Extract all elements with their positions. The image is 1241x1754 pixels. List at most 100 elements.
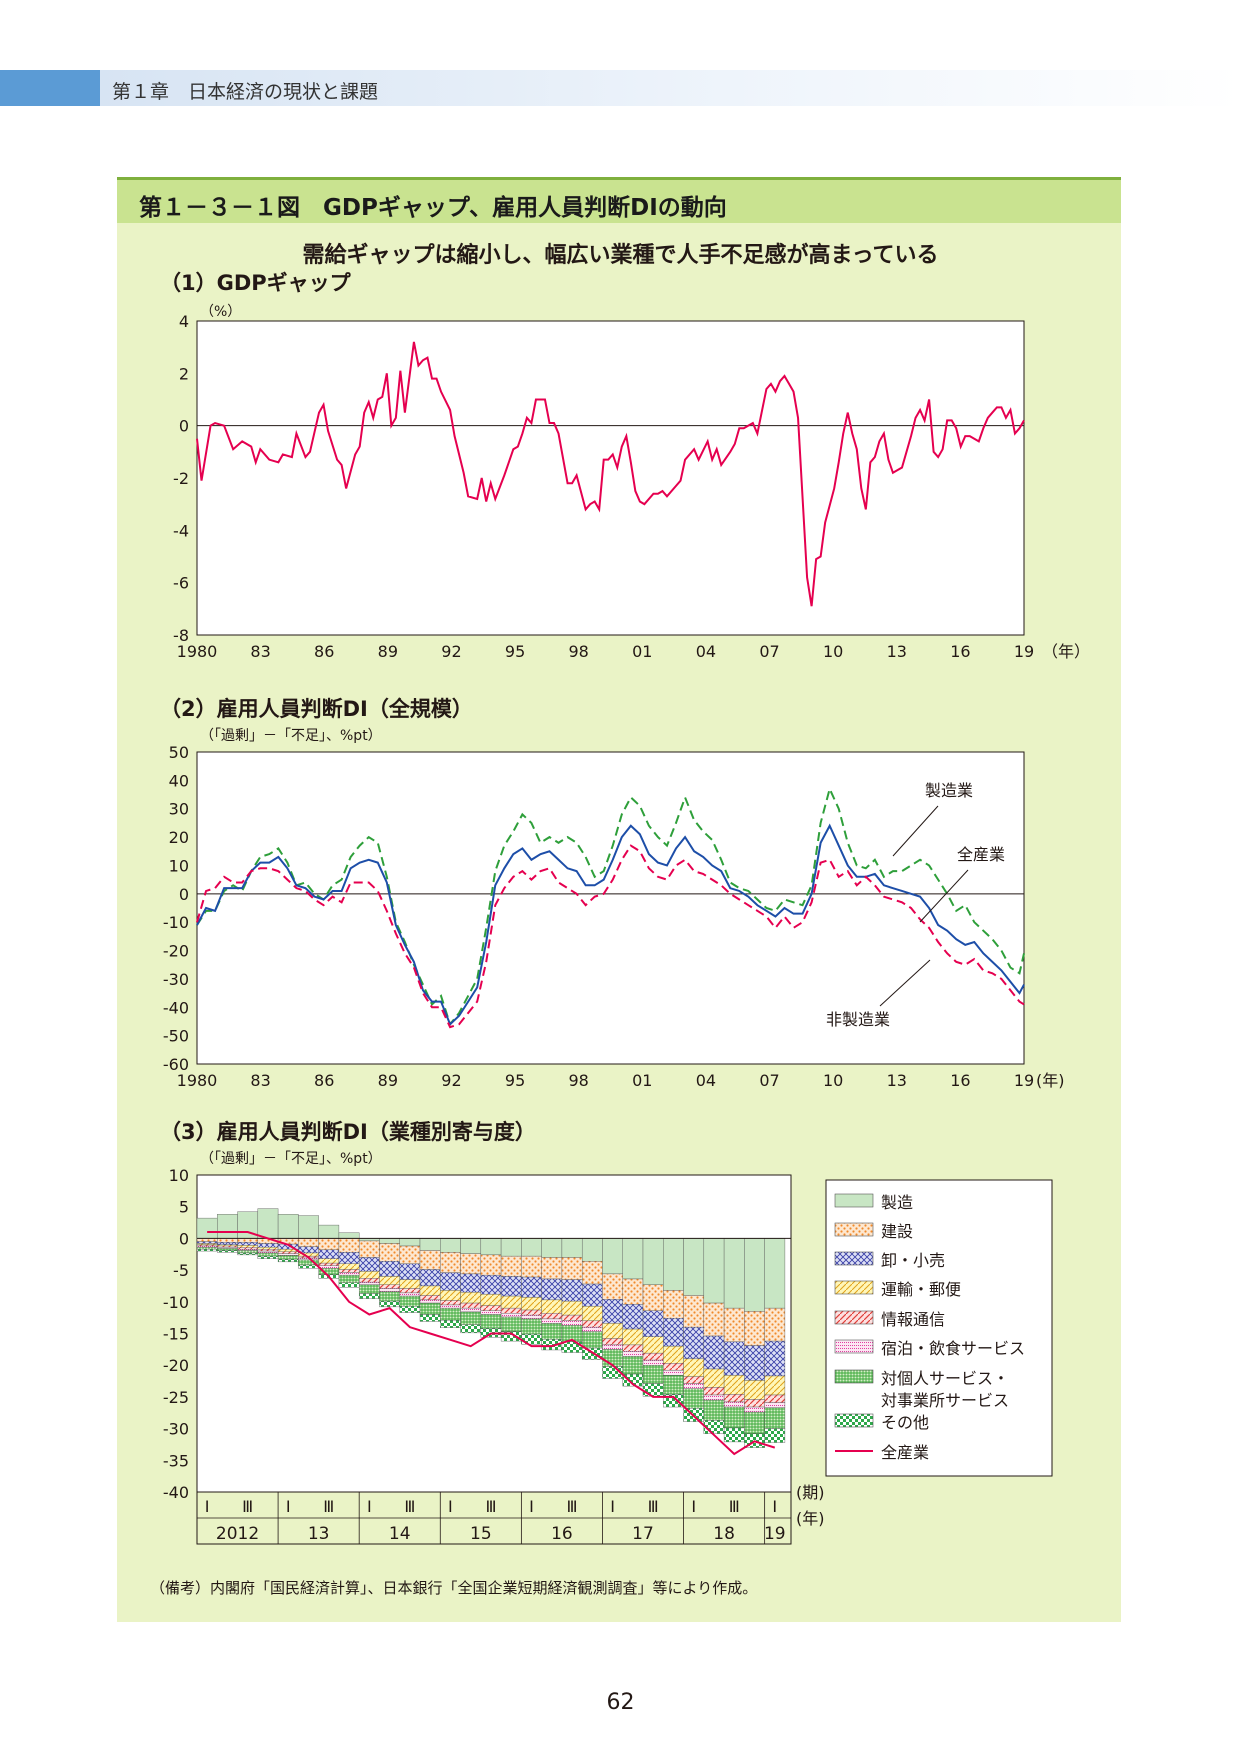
chart3-bar-segment xyxy=(440,1272,461,1291)
chart3-bar-segment xyxy=(622,1344,644,1352)
chart3-year-label: 16 xyxy=(551,1524,573,1544)
chart3-bar-segment xyxy=(480,1274,502,1295)
chart3-bar-segment xyxy=(419,1299,441,1304)
chart3-legend-label: 製造 xyxy=(881,1193,913,1212)
chart2-plot-area xyxy=(196,751,1025,1065)
chart2-ytick-label: 30 xyxy=(169,800,189,819)
chart3-bar-segment xyxy=(277,1251,299,1254)
chart3-bar-segment xyxy=(642,1310,664,1337)
chart3-bar-segment xyxy=(602,1349,623,1367)
chart3-bar-segment xyxy=(521,1309,542,1316)
chart3-legend-label: 運輸・郵便 xyxy=(881,1280,961,1299)
chart3-bar-segment xyxy=(581,1320,603,1328)
chart3-legend-swatch xyxy=(834,1280,874,1295)
chart1-x-unit: （年） xyxy=(1042,642,1090,661)
chart3-bar-segment xyxy=(217,1242,238,1245)
chart3-bar-segment xyxy=(399,1295,421,1307)
chart1-ytick-label: -4 xyxy=(173,521,189,540)
chart3-bar-segment xyxy=(500,1238,522,1257)
chart2-xtick-label: 83 xyxy=(250,1071,270,1090)
chart3-bar-segment xyxy=(683,1326,705,1360)
chart1-xtick-label: 83 xyxy=(250,642,270,661)
chart3-bar-segment xyxy=(683,1238,705,1296)
chart3-bar-segment xyxy=(521,1276,542,1298)
chart3-bar-segment xyxy=(744,1345,765,1381)
chart2-ytick-label: 20 xyxy=(169,828,189,847)
chart3-bar-segment xyxy=(318,1238,340,1251)
chart2-leader-all xyxy=(919,869,969,923)
chart1-ytick-label: 4 xyxy=(179,312,189,331)
chart1-xtick-label: 01 xyxy=(632,642,652,661)
chart3-period-label: Ⅲ xyxy=(729,1497,740,1516)
chart3-bar-segment xyxy=(277,1214,299,1239)
chart3-bar-segment xyxy=(602,1338,623,1346)
chart3-bar-segment xyxy=(257,1247,279,1250)
chart3-year-label: 2012 xyxy=(216,1524,259,1544)
chart3-legend-swatch xyxy=(834,1413,874,1428)
chart3-bar-segment xyxy=(237,1247,259,1250)
chart3-bar-segment xyxy=(480,1305,502,1311)
chart3-bar-segment xyxy=(500,1295,522,1309)
chart3-legend-label: 宿泊・飲食サービス xyxy=(881,1339,1025,1358)
chart2-leader-manufacturing xyxy=(892,805,939,857)
chart3-bar-segment xyxy=(399,1238,421,1247)
chart3-bar-segment xyxy=(602,1344,623,1350)
chart3-bar-segment xyxy=(277,1255,299,1260)
chart3-ytick-label: 0 xyxy=(179,1229,189,1248)
chart3-bar-segment xyxy=(703,1302,725,1337)
chart3-bar-segment xyxy=(581,1326,603,1332)
chart3-bar-segment xyxy=(703,1394,725,1401)
chart3-bar-segment xyxy=(744,1311,765,1346)
chart2-ytick-label: -30 xyxy=(163,970,189,989)
chart3-bar-segment xyxy=(541,1257,563,1280)
chart3-bar-segment xyxy=(622,1351,644,1357)
chart3-bar-segment xyxy=(257,1255,279,1259)
chart3-bar-segment xyxy=(581,1238,603,1262)
chart2-xtick-label: 95 xyxy=(505,1071,525,1090)
chart3-bar-segment xyxy=(602,1273,623,1300)
chart3-bar-segment xyxy=(521,1318,542,1335)
chart3-ytick-label: 5 xyxy=(179,1198,189,1217)
chart3-bar-segment xyxy=(541,1278,563,1301)
chart3-bar-segment xyxy=(703,1387,725,1396)
chart3-bar-segment xyxy=(318,1249,340,1259)
chart2-label-nonmanufacturing: 非製造業 xyxy=(826,1010,890,1029)
chart3-bar-segment xyxy=(622,1304,644,1330)
chart3-bar-segment xyxy=(683,1383,705,1389)
chart2-ytick-label: 50 xyxy=(169,743,189,762)
chart3-bar-segment xyxy=(440,1290,461,1301)
chart3-period-label: Ⅲ xyxy=(485,1497,496,1516)
chart3-bar-segment xyxy=(764,1402,786,1408)
chart3-bar-segment xyxy=(358,1281,380,1285)
chart3-period-label: Ⅲ xyxy=(404,1497,415,1516)
chart3-year-unit: (年) xyxy=(796,1509,825,1528)
chart3-bar-segment xyxy=(298,1215,319,1239)
chart3-bar-segment xyxy=(419,1285,441,1296)
section1-title: （1）GDPギャップ xyxy=(160,271,351,295)
chart3-legend-label: 建設 xyxy=(881,1222,913,1241)
chart3-bar-segment xyxy=(561,1320,583,1326)
chart2-x-unit: (年) xyxy=(1036,1071,1065,1090)
chart3-bar-segment xyxy=(379,1288,400,1292)
chart2-manufacturing-line xyxy=(196,785,1025,1027)
chart3-bar-segment xyxy=(581,1283,603,1307)
chart3-bar-segment xyxy=(196,1217,218,1239)
chart3-bar-segment xyxy=(480,1254,502,1276)
chart3-bar-segment xyxy=(541,1323,563,1340)
chart3-y-unit: （「過剰」－「不足」、%pt） xyxy=(200,1151,382,1167)
chart3-bar-segment xyxy=(500,1276,522,1297)
chart3-bar-segment xyxy=(683,1358,705,1377)
chart3-period-label: Ⅲ xyxy=(567,1497,578,1516)
chart3-bar-segment xyxy=(379,1238,400,1244)
chapter-header-bar xyxy=(100,70,1241,106)
chart3-bar-segment xyxy=(500,1255,522,1277)
chart3-bar-segment xyxy=(338,1282,360,1288)
chart3-bar-segment xyxy=(663,1375,684,1395)
chart3-bar-segment xyxy=(744,1380,765,1400)
chart3-bar-segment xyxy=(642,1284,664,1311)
chart3-bar-segment xyxy=(663,1345,684,1364)
section2-title: （2）雇用人員判断DI（全規模） xyxy=(160,697,473,721)
chart2-ytick-label: -60 xyxy=(163,1055,189,1074)
chart3-ytick-label: -20 xyxy=(163,1356,189,1375)
chart3-bar-segment xyxy=(622,1278,644,1305)
